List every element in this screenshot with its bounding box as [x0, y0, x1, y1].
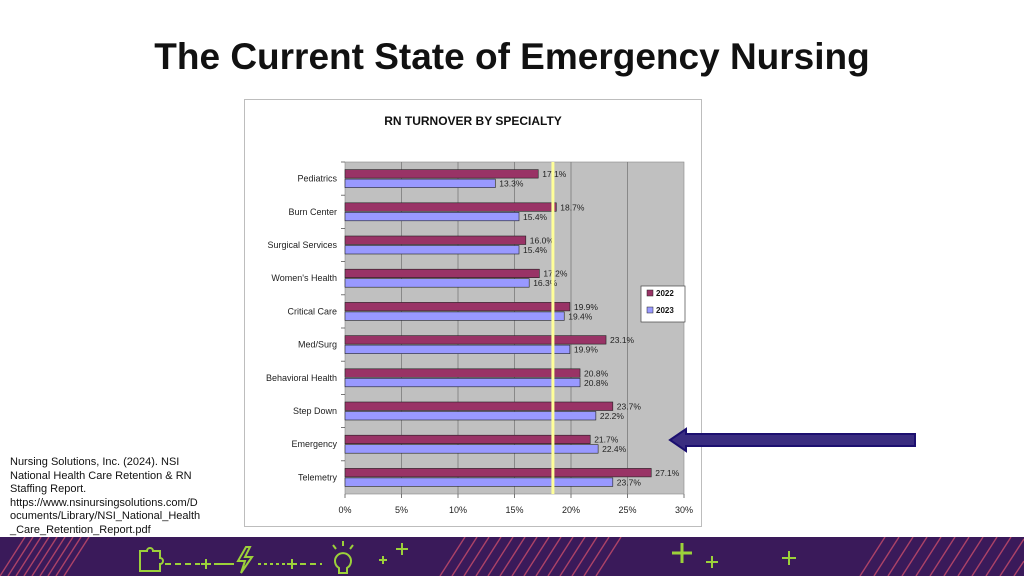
bar-2022 [344, 468, 652, 478]
data-label-2023: 22.2% [600, 411, 625, 421]
data-label-2022: 23.1% [610, 335, 635, 345]
data-label-2023: 23.7% [617, 477, 642, 487]
x-tick-label: 5% [395, 505, 408, 515]
citation-line: Staffing Report. [10, 483, 87, 495]
data-label-2022: 20.8% [584, 368, 609, 378]
bar-2023 [344, 278, 530, 288]
plus-icon-4 [396, 543, 408, 555]
lightbulb-icon [332, 541, 354, 574]
legend-label-2022: 2022 [656, 289, 674, 298]
data-label-2022: 27.1% [655, 468, 680, 478]
category-label: Women's Health [271, 273, 337, 283]
chart-frame: RN TURNOVER BY SPECIALTY 0% 5% 10% 15% 20% 25%… [244, 99, 702, 527]
bar-2022 [344, 335, 607, 345]
x-tick-label: 20% [562, 505, 580, 515]
data-label-2023: 15.4% [523, 245, 548, 255]
puzzle-icon [139, 547, 164, 572]
category-label: Surgical Services [267, 240, 337, 250]
bar-2022 [344, 202, 557, 212]
plus-icon [201, 559, 211, 569]
turnover-bar-chart: RN TURNOVER BY SPECIALTY 0% 5% 10% 15% 20% 25%… [266, 114, 693, 515]
bar-2023 [344, 477, 614, 487]
left-arrow-icon [668, 427, 916, 453]
plus-icon-6 [706, 556, 718, 568]
citation-line: National Health Care Retention & RN [10, 469, 192, 482]
category-label: Burn Center [288, 207, 337, 217]
category-label: Behavioral Health [266, 373, 337, 383]
legend-swatch-2022 [646, 289, 654, 297]
x-tick-label: 10% [449, 505, 467, 515]
data-label-2023: 19.4% [568, 311, 593, 321]
bar-2023 [344, 212, 520, 222]
data-label-2022: 17.1% [542, 169, 567, 179]
category-label: Critical Care [287, 306, 337, 316]
x-tick-label: 25% [618, 505, 636, 515]
data-label-2023: 13.3% [499, 179, 524, 189]
plus-icon-5 [672, 543, 692, 563]
data-label-2023: 20.8% [584, 378, 609, 388]
x-tick-label: 30% [675, 505, 693, 515]
data-label-2023: 15.4% [523, 212, 548, 222]
data-label-2023: 22.4% [602, 444, 627, 454]
category-label: Med/Surg [298, 340, 337, 350]
category-label: Pediatrics [297, 174, 337, 184]
x-tick-label: 0% [338, 505, 351, 515]
category-label: Emergency [291, 439, 337, 449]
bar-2023 [344, 411, 597, 421]
bar-2023 [344, 377, 581, 388]
data-label-2022: 16.0% [530, 236, 555, 246]
bar-2023 [344, 444, 599, 454]
bar-2023 [344, 344, 571, 354]
bar-2022 [344, 169, 539, 179]
data-label-2022: 19.9% [574, 302, 599, 312]
bar-2022 [344, 268, 540, 278]
legend-swatch-2023 [646, 306, 654, 314]
citation: Nursing Solutions, Inc. (2024). NSI Natio… [10, 456, 210, 537]
bar-2022 [344, 401, 614, 411]
bar-2022 [344, 368, 581, 378]
slide-title: The Current State of Emergency Nursing [154, 36, 870, 77]
data-label-2022: 17.2% [543, 269, 568, 279]
citation-line: Nursing Solutions, Inc. (2024). NSI [10, 456, 180, 468]
plus-icon-2 [287, 559, 297, 569]
footer-banner [0, 537, 1024, 576]
bar-2023 [344, 311, 565, 321]
data-label-2022: 23.7% [617, 402, 642, 412]
data-label-2023: 19.9% [574, 345, 599, 355]
bar-2022 [344, 434, 591, 445]
bar-2022 [344, 302, 571, 312]
citation-line: _Care_Retention_Report.pdf [10, 523, 151, 536]
bar-2022 [344, 235, 527, 245]
citation-line: https://www.nsinursingsolutions.com/D [10, 496, 198, 509]
category-label: Step Down [293, 406, 337, 416]
category-label: Telemetry [298, 472, 338, 482]
lightning-icon [236, 546, 254, 574]
x-tick-label: 15% [505, 505, 523, 515]
bar-2023 [344, 245, 520, 255]
bar-2023 [344, 178, 496, 188]
legend-label-2023: 2023 [656, 306, 674, 315]
citation-line: ocuments/Library/NSI_National_Health [10, 510, 201, 522]
data-label-2023: 16.3% [533, 278, 558, 288]
plus-icon-3 [379, 556, 387, 564]
data-label-2022: 18.7% [560, 202, 585, 212]
plus-icon-7 [782, 551, 796, 565]
data-label-2022: 21.7% [594, 435, 619, 445]
chart-title: RN TURNOVER BY SPECIALTY [384, 114, 562, 128]
